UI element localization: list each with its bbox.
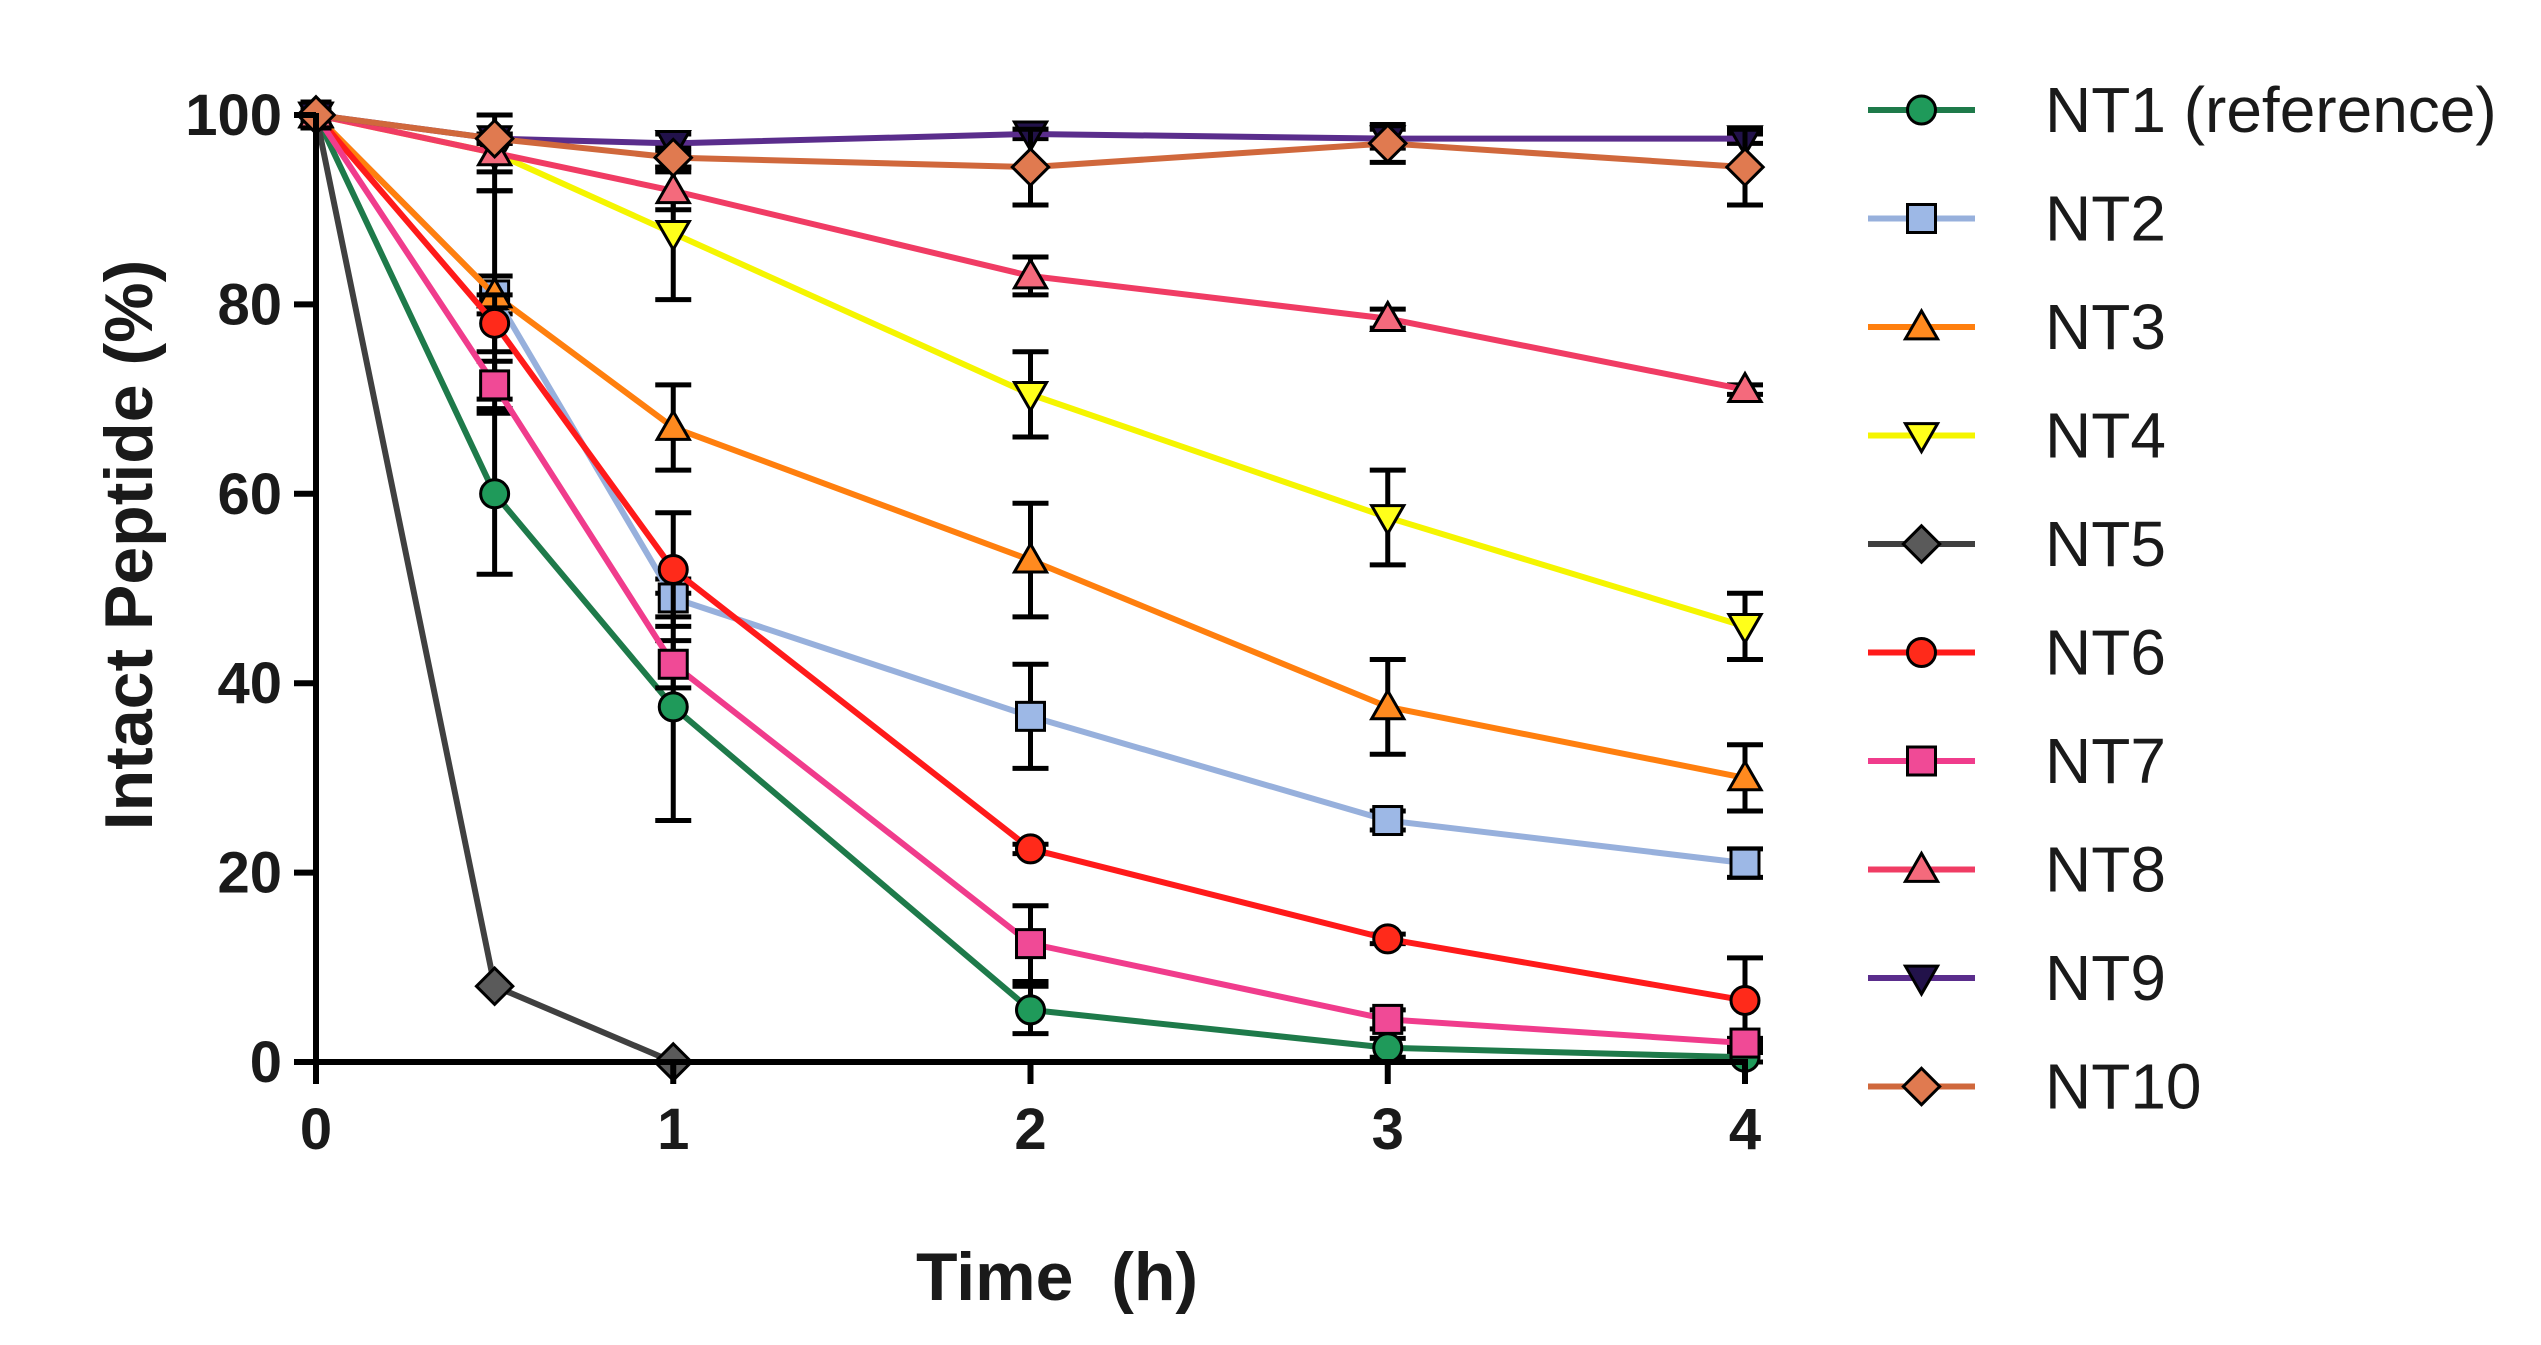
legend-marker [1902, 850, 1941, 883]
legend-item-5: NT5 [1868, 508, 2166, 580]
series-line [313, 113, 1746, 1047]
legend-item-10: NT10 [1868, 1051, 2202, 1123]
legend-item-7: NT7 [1868, 725, 2166, 797]
x-tick-label: 4 [1729, 1097, 1761, 1162]
series-3 [297, 95, 1764, 814]
data-point [1011, 380, 1050, 414]
legend-item-4: NT4 [1868, 400, 2166, 472]
series-layer [295, 94, 1766, 1083]
legend-label: NT10 [2045, 1051, 2202, 1123]
legend-item-2: NT2 [1868, 183, 2166, 255]
legend-item-8: NT8 [1868, 834, 2166, 906]
data-point [1372, 923, 1404, 955]
data-point [1726, 370, 1764, 404]
data-point [657, 648, 689, 680]
data-point [1369, 504, 1407, 537]
data-point [1015, 928, 1046, 960]
y-tick-label: 40 [217, 651, 282, 716]
data-point [1367, 123, 1409, 164]
data-point [474, 118, 515, 159]
y-axis-title: Intact Peptide (%) [91, 260, 167, 831]
legend-label: NT7 [2045, 725, 2166, 797]
series-line [313, 113, 1746, 1061]
data-point [652, 137, 694, 178]
x-tick-label: 2 [1014, 1097, 1046, 1162]
x-tick-label: 3 [1372, 1097, 1404, 1162]
data-point [1015, 833, 1046, 865]
y-tick-label: 100 [185, 83, 282, 148]
data-point [654, 219, 692, 253]
legend-marker [1902, 307, 1941, 341]
data-point [479, 307, 511, 339]
series-10 [295, 94, 1766, 208]
x-tick-label: 0 [300, 1097, 332, 1162]
data-point [654, 171, 692, 205]
legend-marker [1901, 523, 1942, 565]
legend-label: NT3 [2045, 291, 2166, 363]
data-point [474, 965, 515, 1007]
legend-label: NT6 [2045, 617, 2166, 689]
legend-marker [1902, 422, 1941, 455]
y-tick-label: 20 [217, 841, 282, 906]
y-tick-label: 0 [250, 1030, 282, 1095]
legend-marker [1906, 745, 1937, 777]
legend-item-6: NT6 [1868, 617, 2166, 689]
data-point [479, 369, 511, 401]
data-point [1369, 299, 1407, 333]
series-line [313, 113, 1746, 1004]
x-tick-label: 1 [657, 1097, 689, 1162]
series-2 [300, 99, 1763, 880]
series-line [315, 112, 1746, 393]
legend-label: NT9 [2045, 942, 2166, 1014]
data-point [1369, 687, 1407, 721]
data-point [1724, 146, 1766, 188]
x-axis-title: Time (h) [916, 1239, 1198, 1315]
y-tick-label: 60 [217, 462, 282, 527]
data-point [1726, 612, 1764, 646]
legend-label: NT1 (reference) [2045, 74, 2497, 146]
data-point [1372, 805, 1404, 837]
data-point [657, 554, 689, 586]
legend-marker [1906, 94, 1937, 126]
data-point [654, 408, 692, 441]
data-point [1729, 1027, 1761, 1059]
legend-item-1: NT1 (reference) [1868, 74, 2497, 146]
legend-marker [1902, 964, 1941, 998]
series-line [313, 112, 1746, 781]
data-point [1372, 1032, 1404, 1064]
data-point [1372, 1003, 1404, 1035]
legend-marker [1906, 203, 1937, 234]
data-point [1010, 146, 1051, 188]
legend-label: NT5 [2045, 508, 2166, 580]
data-point [1726, 758, 1764, 792]
series-line [315, 112, 1746, 171]
data-point [479, 478, 511, 510]
series-7 [300, 99, 1763, 1059]
legend-marker [1906, 637, 1937, 668]
data-point [1011, 256, 1050, 290]
legend-label: NT2 [2045, 183, 2166, 255]
y-tick-label: 80 [217, 272, 282, 337]
legend-marker [1901, 1066, 1942, 1107]
data-point [1729, 984, 1761, 1016]
legend-item-9: NT9 [1868, 942, 2166, 1014]
legend-label: NT8 [2045, 834, 2166, 906]
legend-item-3: NT3 [1868, 291, 2166, 363]
legend: NT1 (reference) NT2 NT3 NT4 NT5 NT6 NT7 NT8 NT9 N… [1868, 74, 2497, 1123]
legend-label: NT4 [2045, 400, 2166, 472]
data-point [1729, 847, 1761, 879]
data-point [1015, 994, 1046, 1026]
data-point [657, 691, 689, 723]
data-point [1015, 700, 1046, 732]
data-point [1011, 540, 1050, 574]
